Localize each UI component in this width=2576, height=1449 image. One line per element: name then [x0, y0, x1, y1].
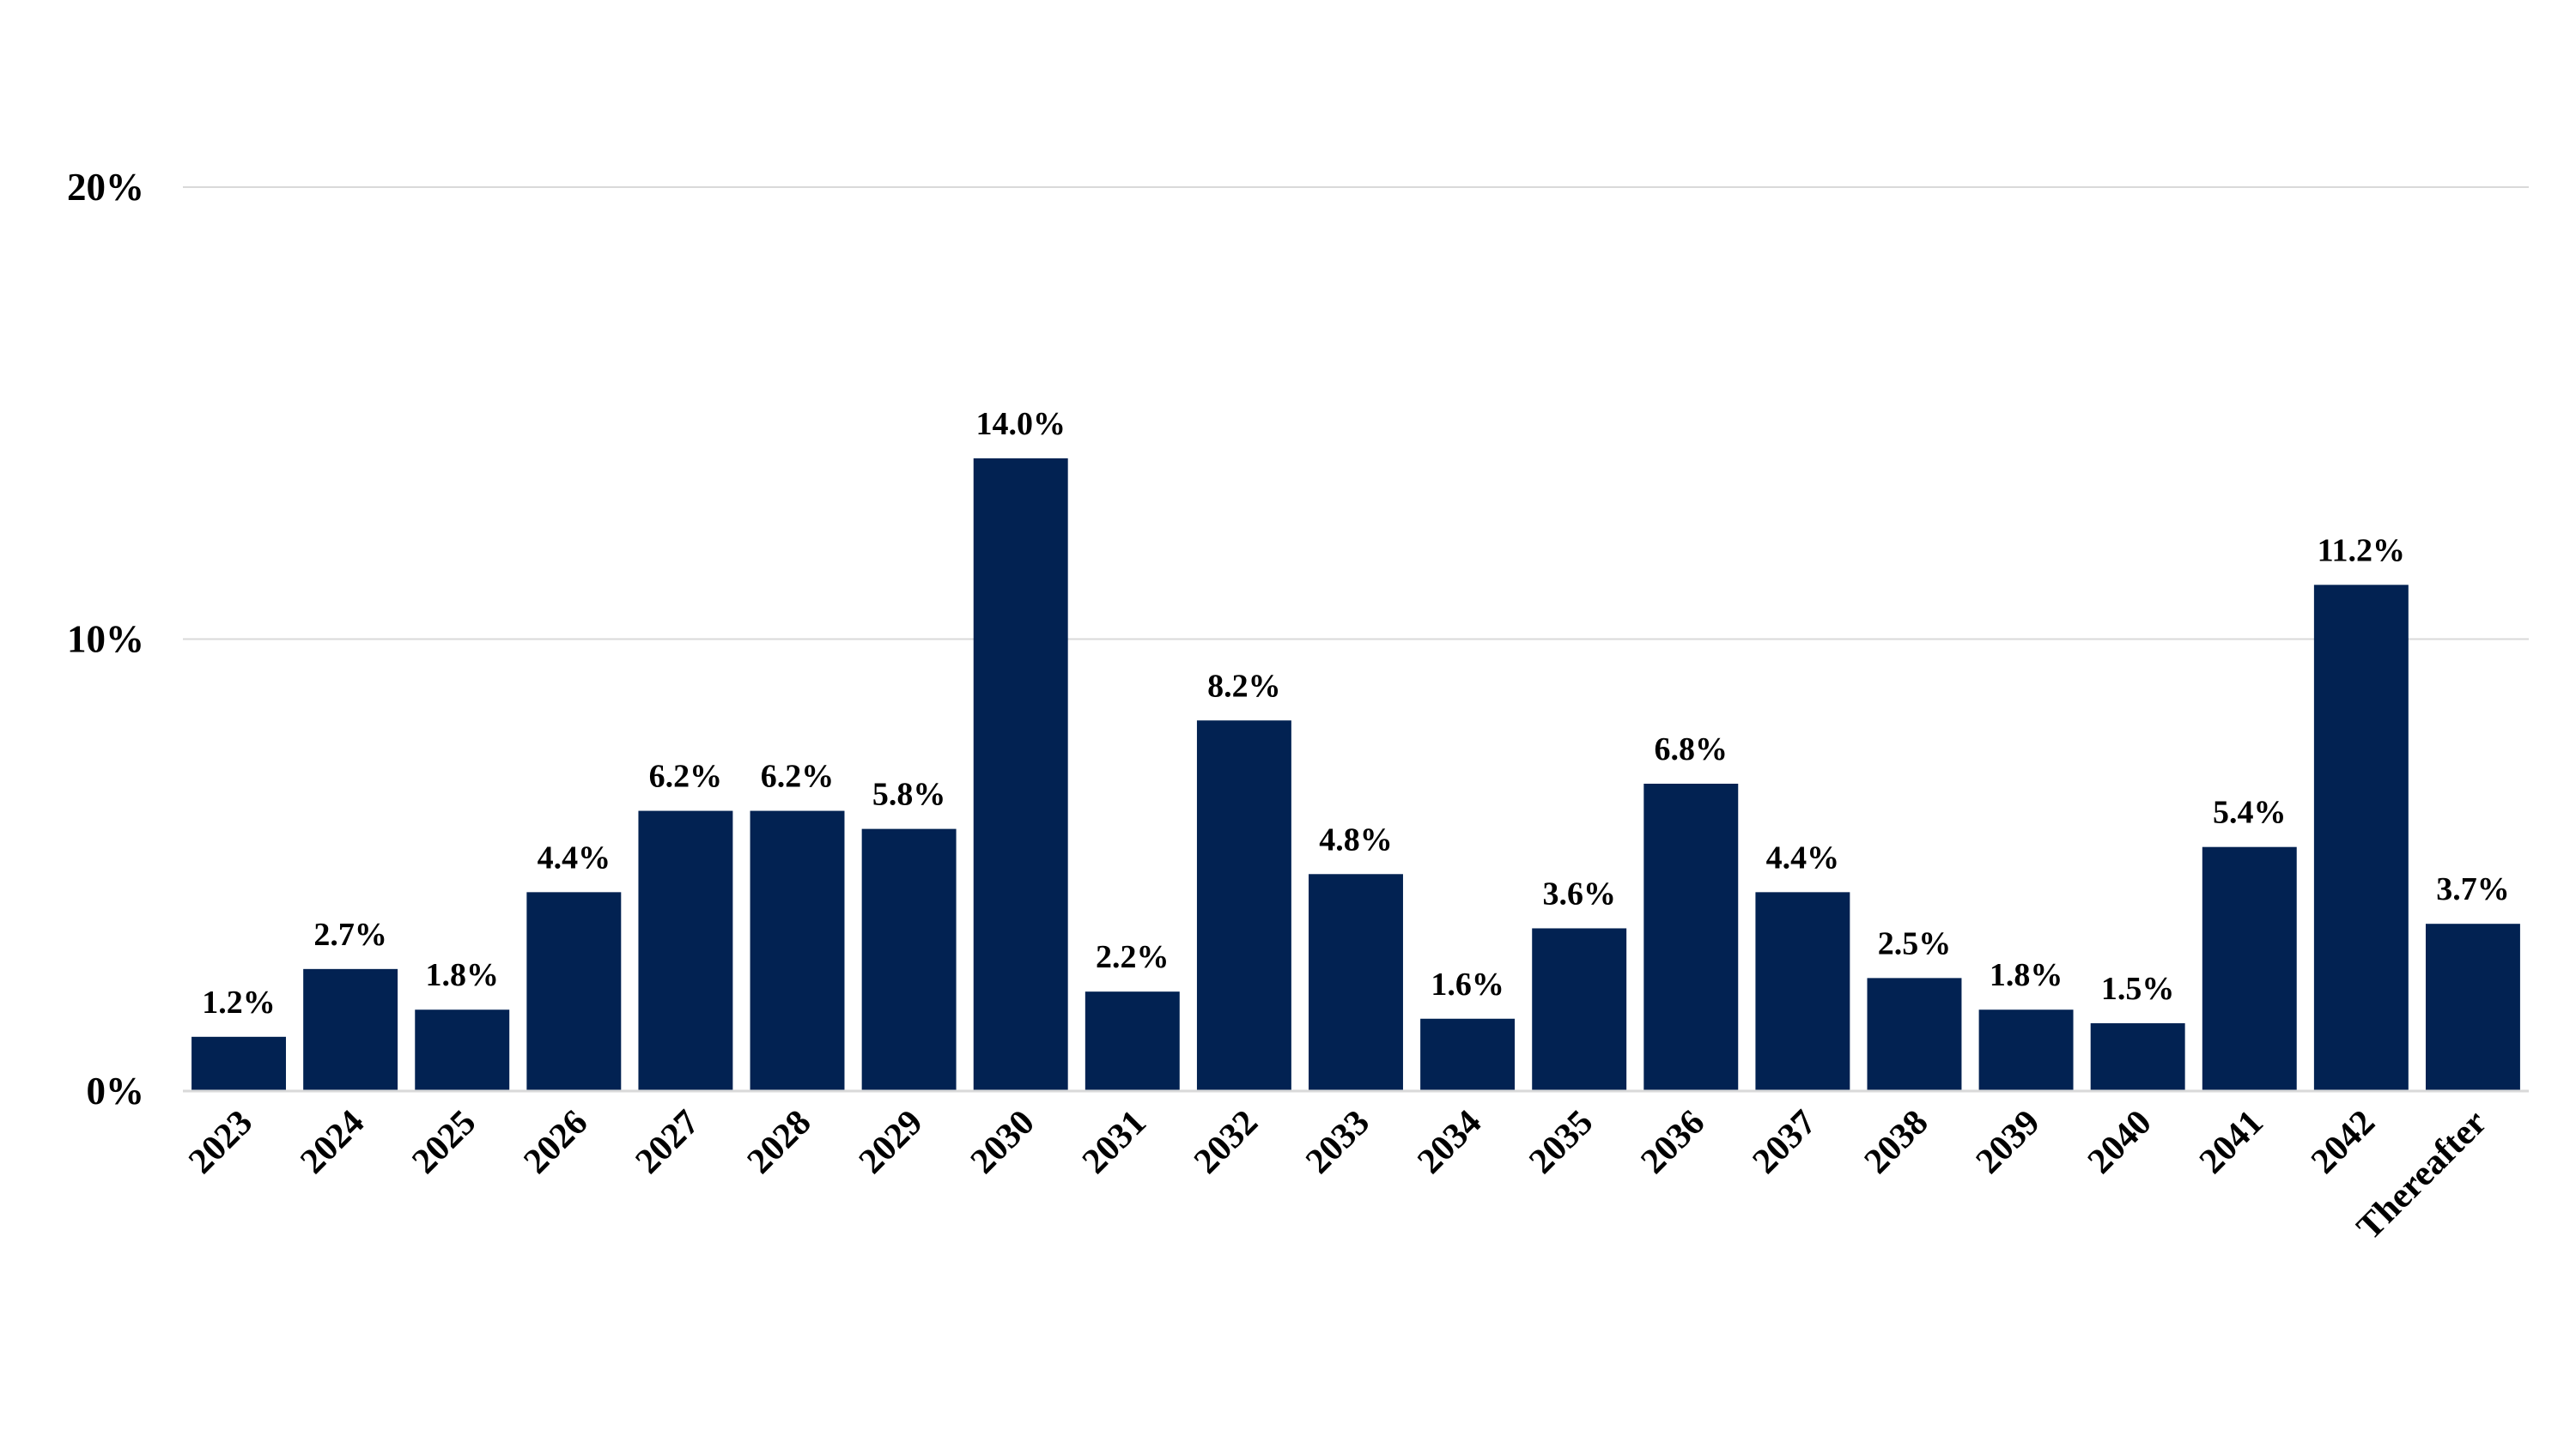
y-axis-tick-labels: 0% 10% 20% [67, 166, 144, 1113]
gridlines [183, 186, 2529, 640]
data-label: 3.6% [1542, 876, 1616, 912]
x-tick-label: 2027 [629, 1103, 708, 1182]
data-label: 4.4% [1766, 840, 1840, 876]
x-axis-category-labels: 2023 2024 2025 2026 2027 2028 2029 2030 2031 2032… [181, 1103, 2494, 1248]
x-tick-label: 2030 [963, 1103, 1042, 1182]
data-label: 5.4% [2213, 795, 2287, 831]
data-label: 6.2% [761, 759, 835, 795]
data-label: 1.6% [1431, 967, 1504, 1003]
x-tick-label: 2024 [293, 1103, 372, 1182]
bar-2030 [973, 458, 1068, 1091]
bar-2039 [1978, 1009, 2074, 1091]
data-label: 4.4% [538, 840, 611, 876]
x-tick-label: 2042 [2304, 1103, 2383, 1182]
x-tick-label: 2028 [740, 1103, 819, 1182]
bar-2027 [638, 810, 733, 1091]
data-label: 2.5% [1878, 925, 1952, 961]
bar-2041 [2202, 846, 2297, 1091]
x-tick-label: 2032 [1187, 1103, 1266, 1182]
x-tick-label: 2035 [1522, 1103, 1601, 1182]
bar-2031 [1084, 991, 1180, 1091]
x-tick-label: 2031 [1075, 1103, 1154, 1182]
x-tick-label: 2025 [404, 1103, 483, 1182]
y-tick-label: 20% [67, 166, 144, 209]
y-tick-label: 10% [67, 618, 144, 661]
bar-2040 [2090, 1023, 2185, 1091]
data-label: 3.7% [2436, 871, 2510, 907]
data-label: 14.0% [975, 406, 1066, 442]
x-tick-label: 2037 [1746, 1103, 1825, 1182]
bar-2036 [1643, 783, 1739, 1091]
x-tick-label: 2023 [181, 1103, 260, 1182]
data-label: 4.8% [1319, 822, 1393, 858]
bar-2023 [191, 1036, 287, 1091]
data-label: 2.7% [313, 917, 387, 953]
data-label: 6.2% [649, 759, 723, 795]
bar-2034 [1420, 1018, 1516, 1091]
x-tick-label: 2040 [2081, 1103, 2160, 1182]
x-tick-label: 2041 [2192, 1103, 2271, 1182]
y-tick-label: 0% [87, 1070, 145, 1113]
data-label: 5.8% [872, 777, 946, 813]
bar-2035 [1532, 928, 1627, 1091]
data-label: 1.8% [1990, 957, 2063, 993]
data-label: 1.5% [2101, 971, 2175, 1007]
x-tick-label: 2026 [516, 1103, 595, 1182]
bar-2037 [1755, 892, 1850, 1091]
x-tick-label: 2034 [1410, 1103, 1489, 1182]
bar-2033 [1309, 874, 1403, 1091]
bar-thereafter [2425, 924, 2520, 1091]
bar-2042 [2313, 585, 2409, 1091]
x-tick-label: 2033 [1298, 1103, 1377, 1182]
x-tick-label: 2029 [852, 1103, 931, 1182]
x-tick-label: 2039 [1969, 1103, 2048, 1182]
x-tick-label: 2036 [1633, 1103, 1712, 1182]
data-label: 8.2% [1207, 668, 1281, 704]
bar-2026 [526, 892, 622, 1091]
data-label: 1.8% [425, 957, 499, 993]
bar-2028 [750, 810, 845, 1091]
x-tick-label: 2038 [1857, 1103, 1936, 1182]
bar-2029 [861, 828, 957, 1091]
bar-2025 [415, 1009, 510, 1091]
bar-2024 [303, 968, 398, 1091]
data-label: 6.8% [1655, 731, 1728, 767]
data-label: 2.2% [1096, 939, 1170, 975]
bar-2038 [1867, 978, 1962, 1091]
data-label: 1.2% [202, 985, 276, 1021]
bars [191, 458, 2520, 1091]
bar-2032 [1196, 720, 1291, 1091]
data-labels: 1.2% 2.7% 1.8% 4.4% 6.2% 6.2% 5.8% 14.0% 2.2% 8.2… [202, 406, 2509, 1021]
data-label: 11.2% [2318, 532, 2405, 568]
